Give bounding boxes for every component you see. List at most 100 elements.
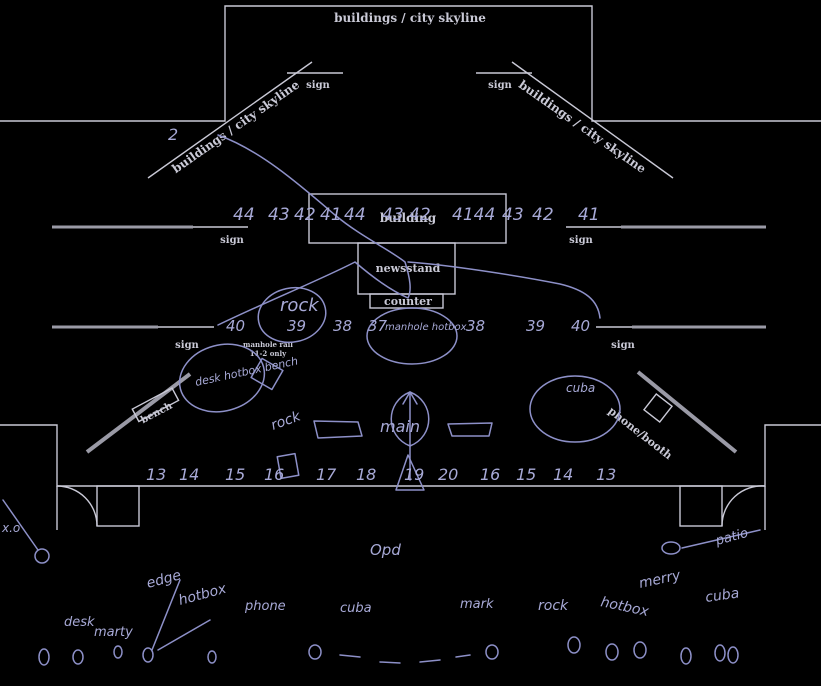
handwritten-number: 44 — [344, 205, 366, 225]
handwritten-number: 42 — [294, 205, 316, 225]
handwritten-number: 15 — [225, 465, 245, 484]
counter-label: counter — [384, 295, 432, 308]
handwritten-number: 40 — [571, 317, 590, 335]
bottom-cuba2-note: cuba — [704, 585, 740, 606]
bottom-hotbox-note: hotbox — [177, 581, 229, 609]
left-platform-mark — [313, 420, 363, 439]
bottom-mark-note: mark — [460, 597, 494, 612]
phone-booth-label: phone/booth — [606, 404, 675, 462]
handwritten-number: 41 — [578, 205, 600, 225]
sign-mid-left-label: sign — [220, 235, 244, 246]
patio-note: patio — [713, 526, 750, 549]
phone-booth-box — [642, 392, 674, 424]
dashed-arc — [339, 654, 471, 664]
top-skyline-label: buildings / city skyline — [334, 11, 486, 25]
left-step-box — [96, 485, 140, 527]
cuba-note: cuba — [566, 381, 595, 395]
manhole-hotbox-circle — [366, 307, 458, 365]
handwritten-number: 43 — [268, 205, 290, 225]
bench-label: bench — [139, 400, 175, 426]
blocking-path-right — [407, 261, 601, 319]
corner-mark: 2 — [168, 125, 178, 144]
pointer-line — [157, 619, 211, 651]
desk-circle — [178, 343, 266, 413]
phone-booth-diagonal — [636, 370, 738, 454]
desk-note: desk hotbox bench — [194, 354, 299, 389]
left-skyline-wing — [147, 61, 313, 179]
seat-dot — [308, 644, 322, 660]
bottom-cuba-note: cuba — [340, 601, 372, 616]
bottom-seat-dots — [2, 499, 761, 666]
handwritten-number: 41 — [320, 205, 342, 225]
rock-top-note: rock — [280, 295, 320, 316]
handwritten-number: 37 — [368, 317, 388, 335]
pointer-line — [2, 499, 39, 551]
cuba-circle — [529, 375, 621, 443]
seat-dot — [605, 643, 619, 661]
handwritten-number: 18 — [356, 465, 376, 484]
seat-dot — [38, 648, 50, 666]
main-note: main — [380, 417, 420, 436]
number-row-top: 44 43 42 41 44 43 42 4144 43 42 41 — [233, 205, 600, 225]
seat-dot — [661, 541, 681, 555]
number-row-bottom: 13 14 15 16 17 18 19 20 16 15 14 13 — [146, 465, 616, 484]
seat-dot — [633, 641, 647, 659]
handwritten-number: 16 — [480, 465, 500, 484]
bench-diagonal-left — [85, 372, 192, 454]
manhole-rail-label: manhole rail — [243, 340, 293, 349]
right-door-arc — [721, 485, 766, 527]
building-label: building — [380, 211, 437, 225]
left-door-arc — [56, 485, 98, 527]
handwritten-number: 20 — [438, 465, 458, 484]
left-edge-note: x.o — [1, 521, 20, 535]
sign-top-right-label: sign — [488, 80, 512, 91]
handwritten-number: 43 42 — [382, 205, 431, 225]
handwritten-number: 13 — [596, 465, 616, 484]
bottom-rock-note: rock — [538, 598, 569, 614]
manhole-note-label: 11-2 only — [250, 349, 287, 358]
handwritten-number: 39 — [287, 317, 306, 335]
printed-plan — [0, 5, 821, 530]
seat-dot — [34, 548, 50, 564]
rock-circle-top — [257, 286, 327, 344]
seat-dot — [113, 645, 123, 659]
handwritten-number: 17 — [316, 465, 337, 484]
right-skyline-label: buildings / city skyline — [516, 77, 649, 176]
handwritten-number: 15 — [516, 465, 536, 484]
newsstand-label: newsstand — [376, 262, 441, 275]
right-skyline-wing — [511, 61, 674, 179]
bottom-hotbox2-note: hotbox — [599, 594, 651, 620]
handwritten-number: 14 — [179, 465, 199, 484]
sign-mid-right-label: sign — [569, 235, 593, 246]
pointer-line — [681, 529, 761, 549]
stage-apron — [0, 424, 821, 487]
handwritten-number: 38 — [333, 317, 352, 335]
handwritten-number: 4144 — [452, 205, 495, 225]
opd-note: Opd — [370, 541, 401, 559]
number-row-middle: 40 39 38 37 38 39 40 — [226, 317, 590, 335]
seat-dot — [714, 644, 726, 662]
seat-dot — [142, 647, 154, 663]
center-triangle — [395, 454, 425, 491]
handwritten-number: 13 — [146, 465, 166, 484]
sign-low-right-label: sign — [611, 340, 635, 351]
seat-dot — [567, 636, 581, 654]
bottom-phone-note: phone — [244, 599, 286, 614]
seat-dot — [485, 644, 499, 660]
bench-box — [131, 387, 180, 423]
seat-dot — [680, 647, 692, 665]
sign-top-left-label: sign — [306, 80, 330, 91]
handwritten-number: 44 — [233, 205, 255, 225]
bottom-merry-note: merry — [638, 567, 683, 592]
bottom-marty-note: marty — [94, 625, 133, 640]
right-step-box — [679, 485, 723, 527]
seat-dot — [207, 650, 217, 664]
rock-square-mid — [276, 452, 300, 480]
pointer-line — [151, 579, 181, 651]
handwritten-number: 43 — [502, 205, 524, 225]
main-arrow-head — [402, 391, 418, 405]
manhole-hotbox-note: manhole hotbox — [385, 322, 467, 333]
seat-dot — [727, 646, 739, 664]
